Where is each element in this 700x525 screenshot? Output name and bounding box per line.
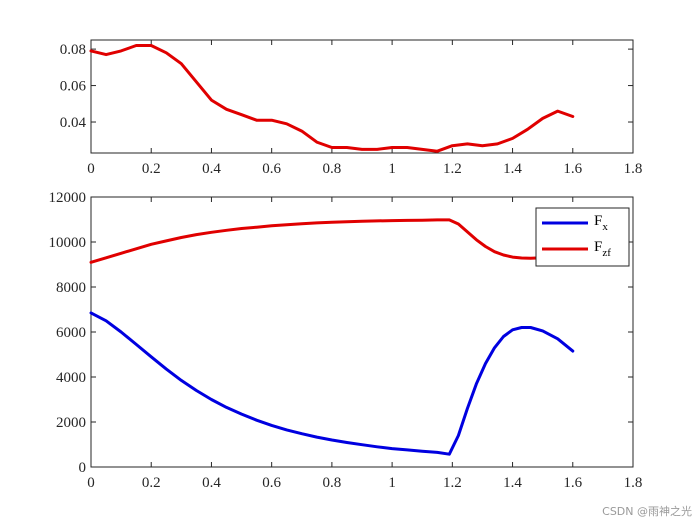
- top-axes: 0 0.2 0.4 0.6 0.8 1 1.2 1.4 1.6 1.8 0.04 0.06 0.08: [60, 39, 643, 177]
- axes-frame: [90, 39, 634, 154]
- y-tick-label: 6000: [56, 325, 86, 341]
- y-tick-label: 8000: [56, 280, 86, 296]
- series-line-Fx: [89, 311, 575, 456]
- y-tick-label: 2000: [56, 415, 86, 431]
- x-tick-label: 1.8: [624, 161, 643, 177]
- bottom-axes: 0 0.2 0.4 0.6 0.8 1 1.2 1.4 1.6 1.8 0 2000 4000 6000 8…: [49, 190, 643, 491]
- x-tick-label: 1: [388, 475, 396, 491]
- x-tick-label: 0.8: [323, 161, 342, 177]
- x-tick-label: 1.4: [503, 475, 522, 491]
- series-line-Fzf: [89, 218, 545, 264]
- x-tick-label: 1.2: [443, 161, 462, 177]
- x-tick-label: 0.6: [262, 161, 281, 177]
- y-tick-label: 12000: [49, 190, 87, 206]
- y-tick-label: 0.06: [60, 79, 87, 95]
- y-tick-label: 4000: [56, 370, 86, 386]
- y-tick-label: 0: [79, 460, 87, 476]
- x-tick-label: 0.8: [323, 475, 342, 491]
- x-tick-label: 0: [87, 475, 95, 491]
- series-line-1: [89, 44, 575, 153]
- x-tick-label: 0.4: [202, 161, 221, 177]
- y-tick-label: 10000: [49, 235, 87, 251]
- x-tick-label: 1.2: [443, 475, 462, 491]
- x-tick-label: 1.4: [503, 161, 522, 177]
- x-tick-label: 0.2: [142, 161, 161, 177]
- x-tick-label: 1.6: [563, 475, 582, 491]
- legend-box: [535, 207, 630, 267]
- x-tick-label: 1: [388, 161, 396, 177]
- x-tick-label: 0.6: [262, 475, 281, 491]
- x-tick-label: 0: [87, 161, 95, 177]
- x-tick-label: 1.8: [624, 475, 643, 491]
- y-tick-label: 0.08: [60, 42, 86, 58]
- x-tick-label: 0.4: [202, 475, 221, 491]
- x-tick-label: 1.6: [563, 161, 582, 177]
- y-tick-label: 0.04: [60, 115, 87, 131]
- watermark: CSDN @雨神之光: [602, 505, 692, 518]
- x-tick-label: 0.2: [142, 475, 161, 491]
